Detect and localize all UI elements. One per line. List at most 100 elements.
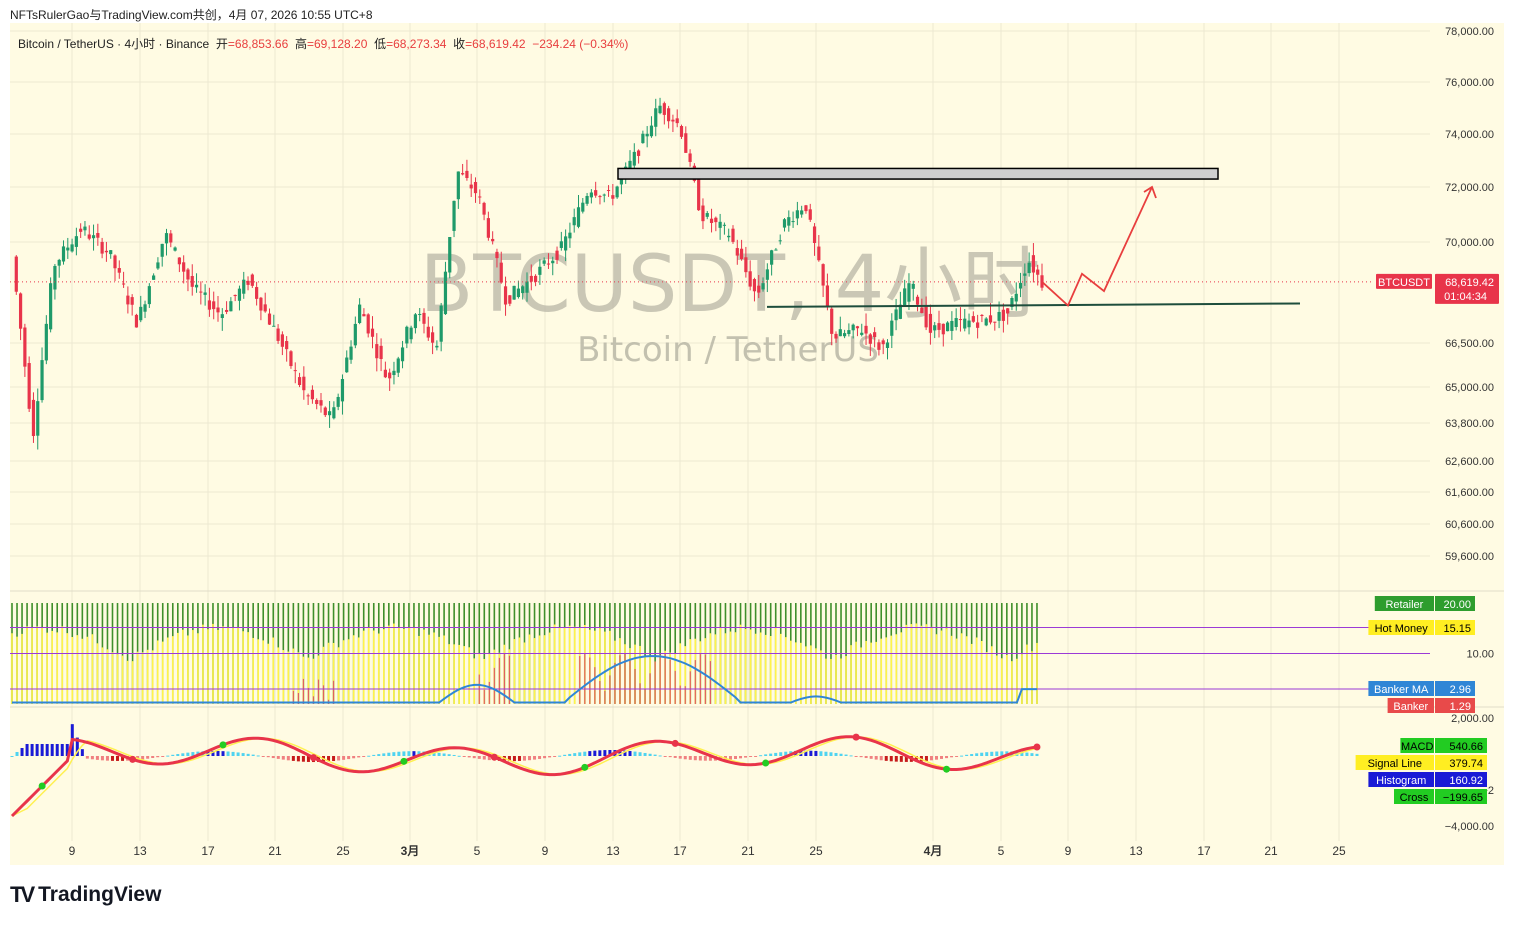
x-tick-label: 25 [809,844,823,858]
price-badge-price: 68,619.42 [1445,277,1494,289]
candle-body [212,301,216,310]
macd-histogram-bar [1025,752,1029,756]
candle-body [362,314,366,317]
macd-histogram-bar [658,755,662,757]
candle-body [289,351,293,367]
macd-y-tick: 2,000.00 [1451,713,1494,725]
macd-histogram-bar [437,752,441,756]
banker-badge-label-bg [1374,596,1434,611]
candle-body [224,309,229,312]
x-tick-label: 25 [336,844,350,858]
candle-body [44,323,48,361]
legend-low: =68,273.34 [386,37,447,51]
candle-body [808,209,812,220]
macd-histogram-bar [864,756,868,759]
candle-body [495,251,499,259]
candle-body [388,372,392,379]
macd-histogram-bar [166,755,170,757]
banker-badge-label: Banker [1393,701,1428,713]
macd-histogram-bar [1030,753,1034,756]
macd-histogram-bar [573,753,577,756]
macd-histogram-bar [904,756,908,762]
candle-body [636,150,641,156]
candle-body [980,314,984,317]
macd-histogram-bar [945,756,949,759]
banker-badge-value-bg [1435,681,1475,696]
macd-histogram-bar [286,756,290,761]
candle-body [186,269,190,280]
macd-histogram-bar [960,755,964,757]
candle-body [220,314,224,319]
candle-body [855,326,860,329]
macd-badge-label-bg [1400,738,1434,753]
candle-body [709,218,714,223]
candle-body [49,283,53,330]
macd-histogram-bar [965,754,969,756]
macd-histogram-bar [693,756,697,761]
candle-body [542,260,546,264]
candle-body [508,295,512,304]
macd-histogram-bar [849,755,853,757]
candle-body [671,119,675,122]
macd-histogram-bar [467,756,471,758]
macd-histogram-bar [769,753,773,756]
candle-body [903,288,907,306]
candle-body [482,202,486,215]
candle-body [718,221,722,228]
candle-body [302,376,306,391]
tradingview-logo[interactable]: TV TradingView [10,882,161,908]
candle-body [465,170,469,179]
macd-histogram-bar [739,756,743,759]
macd-histogram-bar [25,744,29,756]
candle-body [293,370,297,372]
candle-body [366,314,370,334]
macd-histogram-bar [191,752,195,756]
candle-body [255,287,259,299]
candle-body [306,395,310,397]
macd-histogram-bar [296,756,300,762]
support-line [766,302,1301,308]
candle-body [1010,298,1014,308]
candle-body [976,322,980,328]
candle-body [319,400,323,406]
macd-cross-dot [671,739,679,747]
macd-histogram-bar [578,752,582,756]
y-tick-label: 61,600.00 [1445,487,1494,499]
chart-area[interactable]: BTCUSDT, 4小时 Bitcoin / TetherUS 78,000.00 7… [10,23,1504,865]
macd-histogram-bar [95,756,99,760]
macd-histogram-bar [834,752,838,756]
macd-histogram-bar [402,751,406,756]
candle-body [126,295,130,305]
macd-histogram-bar [171,754,175,756]
candle-body [478,196,482,198]
candle-body [40,360,44,401]
candle-body [358,304,362,323]
banker-badge-label-bg [1387,698,1434,713]
candle-body [722,224,727,226]
candle-body [383,369,387,378]
macd-badge-value-bg [1435,772,1487,787]
macd-histogram-bar [764,754,768,756]
candle-body [555,250,559,260]
macd-histogram-bar [116,756,120,761]
macd-histogram-bar [382,753,386,756]
y-tick-label: 70,000.00 [1445,237,1494,249]
candle-body [340,379,345,402]
candle-body [546,263,551,265]
macd-histogram-bar [20,748,24,756]
candle-body [838,329,842,337]
candle-body [207,300,212,310]
candle-body [735,248,739,256]
macd-histogram-bar [186,752,190,756]
candle-body [778,240,782,242]
macd-histogram-bar [678,756,682,759]
macd-cross-dot [219,741,227,749]
candle-body [924,305,928,328]
macd-badge-value-bg [1435,789,1487,804]
macd-histogram-bar [342,756,346,760]
candle-body [113,255,117,269]
candle-body [890,320,894,336]
y-tick-label: 72,000.00 [1445,182,1494,194]
macd-histogram-bar [779,752,783,756]
